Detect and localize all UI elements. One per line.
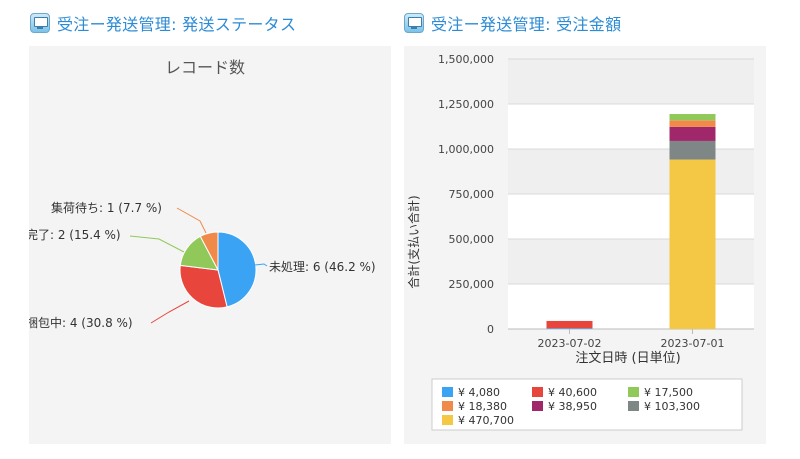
x-axis-label: 注文日時 (日単位) bbox=[575, 350, 680, 366]
legend-item[interactable]: ¥ 103,300 bbox=[644, 400, 700, 413]
y-tick-label: 750,000 bbox=[449, 188, 495, 201]
legend-swatch bbox=[628, 387, 639, 397]
x-tick-label: 2023-07-01 bbox=[661, 337, 725, 350]
legend-swatch bbox=[532, 401, 543, 411]
y-tick-label: 250,000 bbox=[449, 278, 495, 291]
pie-slice-label: 未処理: 6 (46.2 %) bbox=[269, 260, 376, 274]
pie-connector-line bbox=[176, 207, 207, 234]
bar-chart: 0 250,000 500,000 750,000 1,000,000 1,250,000… bbox=[406, 53, 754, 431]
pie-slice-label: 梱包中: 4 (30.8 %) bbox=[29, 315, 133, 330]
y-tick-label: 1,250,000 bbox=[438, 98, 494, 111]
panel-title-label[interactable]: 受注ー発送管理: 発送ステータス bbox=[57, 15, 297, 34]
y-axis-label: 合計(支払い合計) bbox=[406, 195, 421, 288]
legend-box bbox=[431, 378, 743, 431]
y-tick-label: 500,000 bbox=[449, 233, 495, 246]
bar-segment[interactable] bbox=[546, 328, 593, 329]
bar-segment[interactable] bbox=[546, 320, 593, 329]
monitor-icon bbox=[30, 13, 50, 33]
monitor-icon bbox=[404, 13, 424, 33]
legend-item[interactable]: ¥ 18,380 bbox=[458, 400, 507, 413]
bar-segment[interactable] bbox=[669, 126, 716, 141]
pie-connector-line bbox=[129, 235, 185, 253]
pie-connector-line bbox=[254, 263, 268, 267]
legend-swatch bbox=[532, 387, 543, 397]
legend-item[interactable]: ¥ 17,500 bbox=[644, 386, 693, 399]
pie-slice-梱包中[interactable] bbox=[179, 264, 228, 309]
pie-slice-label: 完了: 2 (15.4 %) bbox=[29, 227, 121, 242]
legend-swatch bbox=[442, 401, 453, 411]
y-tick-label: 1,000,000 bbox=[438, 143, 494, 156]
bar-segment[interactable] bbox=[669, 159, 716, 329]
bar-chart-panel: 0 250,000 500,000 750,000 1,000,000 1,250,000… bbox=[404, 46, 766, 444]
legend-item[interactable]: ¥ 40,600 bbox=[548, 386, 597, 399]
pie-chart-title: レコード数 bbox=[165, 58, 245, 77]
bar-segment[interactable] bbox=[669, 120, 716, 127]
legend-swatch bbox=[442, 387, 453, 397]
bar-segment[interactable] bbox=[669, 114, 716, 121]
pie-chart: レコード数 未処理: 6 (46.2 %) 梱包中: 4 (30.8 %) 完了: … bbox=[26, 58, 376, 330]
legend-item[interactable]: ¥ 38,950 bbox=[548, 400, 597, 413]
plot-band bbox=[508, 239, 754, 284]
legend-item[interactable]: ¥ 4,080 bbox=[458, 386, 500, 399]
plot-band bbox=[508, 149, 754, 194]
pie-connector-line bbox=[150, 300, 190, 324]
pie-slice-label: 集荷待ち: 1 (7.7 %) bbox=[51, 200, 162, 215]
panel-title-order-amount[interactable]: 受注ー発送管理: 受注金額 bbox=[404, 10, 621, 36]
bar-segment[interactable] bbox=[669, 140, 716, 160]
legend-swatch bbox=[628, 401, 639, 411]
pie-slice-集荷待ち[interactable] bbox=[199, 231, 219, 271]
plot-band bbox=[508, 59, 754, 104]
legend-swatch bbox=[442, 415, 453, 425]
chart-legend: ¥ 4,080 ¥ 40,600 ¥ 17,500 ¥ 18,380 ¥ 38,950 ¥… bbox=[431, 378, 743, 431]
panel-title-shipping-status[interactable]: 受注ー発送管理: 発送ステータス bbox=[30, 10, 296, 36]
y-tick-label: 1,500,000 bbox=[438, 53, 494, 66]
pie-slice-未処理[interactable] bbox=[217, 231, 257, 308]
pie-chart-panel: レコード数 未処理: 6 (46.2 %) 梱包中: 4 (30.8 %) 完了: … bbox=[26, 46, 391, 444]
y-tick-label: 0 bbox=[487, 323, 494, 336]
x-tick-label: 2023-07-02 bbox=[538, 337, 602, 350]
legend-item[interactable]: ¥ 470,700 bbox=[458, 414, 514, 427]
panel-title-label[interactable]: 受注ー発送管理: 受注金額 bbox=[431, 15, 622, 34]
